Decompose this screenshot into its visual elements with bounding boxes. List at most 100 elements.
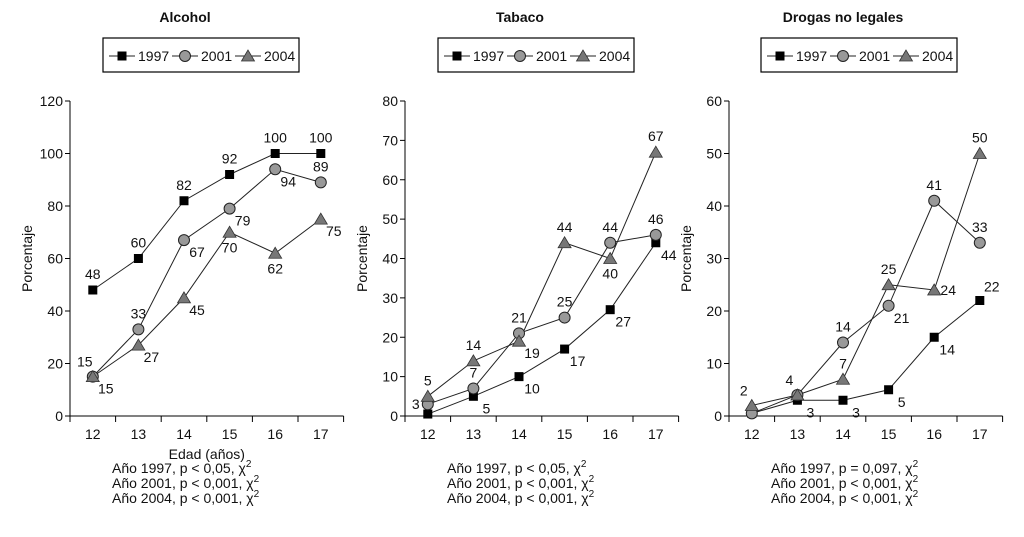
legend-label: 2001 [536, 48, 567, 64]
y-tick-label: 0 [390, 408, 398, 424]
data-point-1997 [560, 344, 570, 354]
significance-note: Año 2004, p < 0,001, χ2 [447, 489, 595, 506]
x-tick-label: 15 [881, 426, 897, 442]
x-tick-label: 12 [420, 426, 436, 442]
legend-marker-circle [514, 50, 526, 62]
data-label-1997: 82 [176, 177, 192, 193]
x-tick-label: 13 [790, 426, 806, 442]
data-label-2004: 67 [648, 128, 664, 144]
data-label-1997: 5 [483, 400, 491, 416]
data-label-1997: 5 [898, 394, 906, 410]
data-point-2001 [882, 299, 895, 312]
data-point-2004 [176, 291, 192, 304]
x-tick-label: 17 [648, 426, 664, 442]
data-label-1997: 100 [264, 130, 288, 146]
data-point-2004 [313, 212, 329, 225]
data-label-2004: 40 [602, 266, 618, 282]
x-tick-label: 16 [926, 426, 942, 442]
data-point-2004 [466, 354, 481, 367]
data-label-2001: 14 [835, 319, 851, 335]
data-point-2004 [648, 145, 664, 158]
legend-label: 2001 [201, 48, 232, 64]
data-label-1997: 14 [939, 341, 955, 357]
legend-marker-triangle [898, 49, 914, 62]
data-point-1997 [133, 254, 143, 263]
legend-label: 2001 [859, 48, 890, 64]
y-axis-label: Porcentaje [19, 225, 35, 292]
data-point-1997 [270, 149, 280, 158]
legend-label: 2004 [922, 48, 953, 64]
legend-marker-triangle [240, 49, 256, 62]
y-tick-label: 60 [47, 251, 63, 267]
y-tick-label: 0 [55, 408, 63, 424]
legend-marker-circle [837, 50, 849, 62]
data-label-2004: 19 [524, 345, 540, 361]
data-label-2004: 50 [972, 130, 988, 146]
data-label-2004: 27 [144, 349, 160, 365]
y-tick-label: 20 [47, 356, 63, 372]
data-point-2004 [420, 389, 436, 402]
data-point-1997 [88, 285, 98, 295]
data-label-2001: 25 [557, 294, 573, 310]
x-tick-label: 13 [466, 426, 482, 442]
data-label-1997: 100 [309, 130, 333, 146]
data-label-2001: 33 [972, 219, 988, 235]
x-tick-label: 14 [511, 426, 527, 442]
data-point-2004 [790, 388, 805, 401]
data-label-2004: 62 [267, 260, 283, 276]
data-label-1997: 17 [570, 353, 586, 369]
x-tick-label: 12 [85, 426, 101, 442]
data-point-2001 [467, 382, 480, 395]
data-point-1997 [884, 385, 894, 395]
significance-note: Año 1997, p < 0,05, χ2 [447, 459, 587, 476]
data-label-2004: 75 [326, 223, 342, 239]
y-tick-label: 20 [382, 329, 398, 345]
data-point-2004 [85, 369, 101, 383]
y-tick-label: 0 [714, 408, 722, 424]
legend-marker-triangle [575, 49, 591, 62]
data-label-1997: 3 [807, 404, 815, 420]
y-tick-label: 10 [706, 356, 722, 372]
x-tick-label: 14 [176, 426, 192, 442]
data-label-2004: 44 [557, 219, 573, 235]
x-tick-label: 17 [972, 426, 988, 442]
data-point-2001 [314, 176, 327, 189]
data-point-2004 [222, 225, 237, 238]
y-tick-label: 40 [47, 303, 63, 319]
y-tick-label: 40 [382, 251, 398, 267]
data-point-2001 [928, 194, 941, 207]
legend-box [102, 37, 300, 73]
data-label-1997: 27 [615, 314, 631, 330]
data-label-2004: 14 [466, 337, 482, 353]
data-point-2001 [132, 323, 145, 336]
data-label-2001: 4 [786, 372, 794, 388]
data-point-2001 [558, 311, 571, 324]
series-line-2001 [92, 168, 321, 377]
x-tick-label: 14 [835, 426, 851, 442]
significance-note: Año 2001, p < 0,001, χ2 [447, 474, 595, 491]
x-tick-label: 17 [313, 426, 329, 442]
data-label-2004: 7 [839, 355, 847, 371]
data-label-1997: 3 [852, 404, 860, 420]
series-line-1997 [92, 153, 321, 291]
significance-note: Año 1997, p = 0,097, χ2 [771, 459, 919, 476]
data-label-2001: 33 [131, 305, 147, 321]
data-label-1997: 48 [85, 266, 101, 282]
series-line-2004 [92, 218, 322, 378]
data-point-2001 [269, 163, 282, 176]
legend-marker-circle [179, 50, 191, 62]
data-point-2004 [557, 235, 572, 249]
legend-label: 2004 [264, 48, 295, 64]
data-label-2001: 67 [189, 244, 205, 260]
data-label-2001: 79 [235, 213, 251, 229]
data-point-2004 [744, 398, 760, 411]
data-label-2001: 89 [313, 158, 329, 174]
data-point-1997 [651, 238, 661, 248]
data-point-1997 [838, 395, 848, 405]
data-point-2001 [604, 236, 617, 249]
data-point-1997 [225, 170, 235, 179]
data-point-2001 [837, 336, 849, 349]
data-point-1997 [605, 305, 615, 315]
chart-title: Tabaco [496, 9, 544, 25]
